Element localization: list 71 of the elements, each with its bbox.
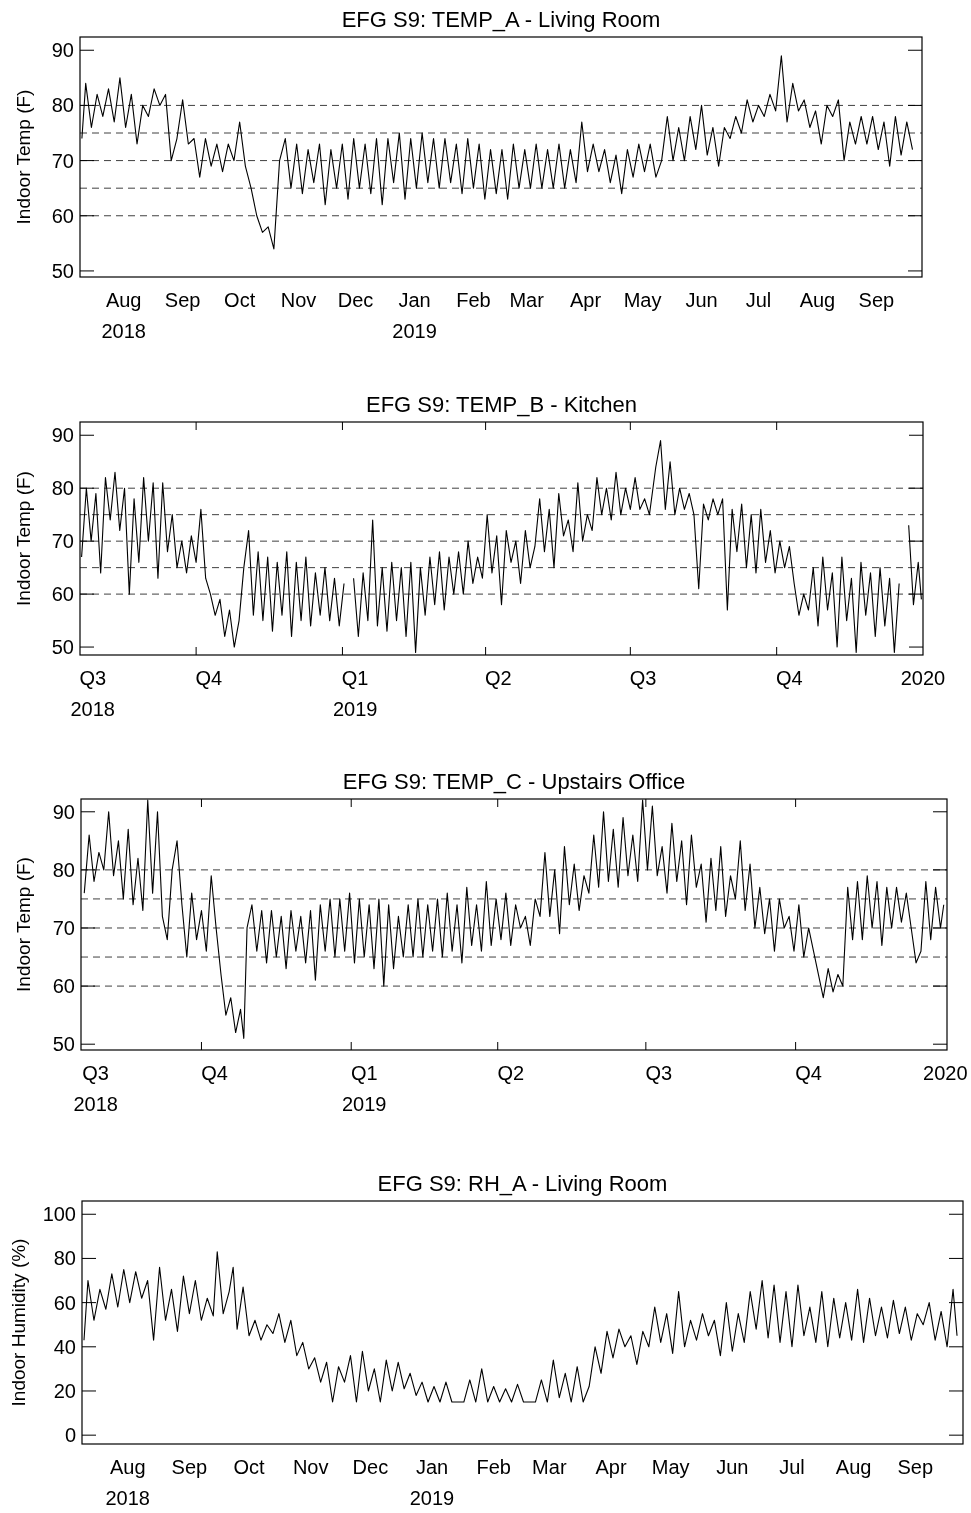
x-tick-label: Q4 [795,1062,822,1084]
x-tick-label: Aug 2018 [105,1456,150,1509]
y-tick-label: 70 [51,530,74,553]
x-tick-label: Q1 2019 [332,667,378,720]
x-tick-label: 2020 [900,667,946,689]
y-tick-label: 50 [51,636,74,659]
y-tick-label: 60 [52,975,75,998]
chart-title: EFG S9: RH_A - Living Room [377,1171,668,1196]
y-tick-label: 80 [52,858,75,881]
chart-title: EFG S9: TEMP_B - Kitchen [365,392,638,417]
x-tick-label: Q3 2018 [73,1062,118,1115]
x-tick-label: Jan 2019 [409,1456,455,1509]
y-axis-title: Indoor Humidity (%) [8,1238,29,1407]
y-tick-label: 40 [53,1335,76,1358]
y-tick-label: 0 [64,1424,76,1447]
x-tick-label: Feb [476,1456,511,1478]
y-tick-label: 50 [51,259,74,282]
x-tick-label: Jun [685,289,718,311]
y-tick-label: 70 [52,916,75,939]
x-tick-label: Apr [570,289,602,311]
x-tick-label: Oct [224,289,256,311]
x-tick-label: Q2 [497,1062,525,1084]
x-tick-label: 2020 [923,1062,968,1084]
x-tick-label: Q4 [776,667,803,689]
x-tick-label: Sep [171,1456,208,1478]
y-tick-label: 80 [53,1247,76,1270]
x-tick-label: Oct [233,1456,266,1478]
x-tick-label: Feb [456,289,491,311]
x-tick-label: Sep [858,289,895,311]
x-tick-label: Mar [509,289,545,311]
x-tick-label: Nov [280,289,317,311]
y-tick-label: 60 [53,1291,76,1314]
x-tick-label: Jul [779,1456,805,1478]
x-tick-label: Q4 [201,1062,228,1084]
x-tick-label: Aug 2018 [101,289,146,342]
y-tick-label: 100 [42,1203,76,1226]
y-tick-label: 80 [51,94,74,117]
y-tick-label: 50 [52,1033,75,1056]
x-tick-label: Sep [164,289,201,311]
x-tick-label: Q3 2018 [70,667,115,720]
x-tick-label: Aug [835,1456,872,1478]
y-axis-title: Indoor Temp (F) [13,857,34,992]
x-tick-label: Aug [799,289,836,311]
x-tick-label: May [651,1456,690,1478]
y-tick-label: 90 [52,800,75,823]
y-tick-label: 90 [51,424,74,447]
y-axis-title: Indoor Temp (F) [13,89,34,225]
x-tick-label: Jul [745,289,772,311]
x-tick-label: Dec [352,1456,389,1478]
x-tick-label: Q4 [195,667,223,689]
y-tick-label: 70 [51,149,74,172]
chart-title: EFG S9: TEMP_C - Upstairs Office [342,769,686,794]
x-tick-label: Q1 2019 [341,1062,387,1115]
y-tick-label: 80 [51,477,74,500]
x-tick-label: Q3 [629,667,657,689]
x-tick-label: May [623,289,662,311]
x-tick-label: Mar [532,1456,567,1478]
x-tick-label: Dec [337,289,374,311]
x-tick-label: Q3 [645,1062,673,1084]
x-tick-label: Sep [897,1456,934,1478]
chart-title: EFG S9: TEMP_A - Living Room [341,7,661,32]
x-tick-label: Apr [595,1456,627,1478]
y-tick-label: 20 [53,1379,76,1402]
x-tick-label: Jun [716,1456,749,1478]
y-axis-title: Indoor Temp (F) [13,471,34,606]
y-tick-label: 90 [51,39,74,62]
x-tick-label: Nov [292,1456,329,1478]
y-tick-label: 60 [51,204,74,227]
y-tick-label: 60 [51,583,74,606]
x-tick-label: Q2 [484,667,512,689]
x-tick-label: Jan 2019 [392,289,437,342]
